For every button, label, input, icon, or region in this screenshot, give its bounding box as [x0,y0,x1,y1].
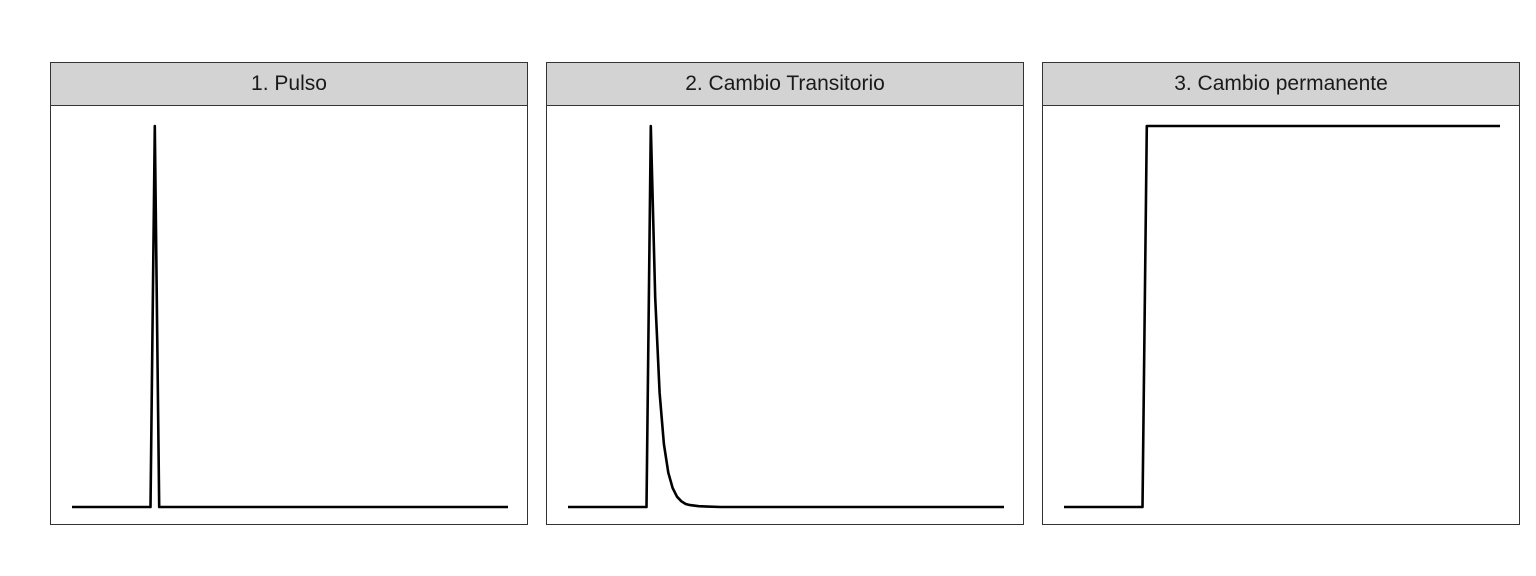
panel-title-strip: 2. Cambio Transitorio [546,62,1024,106]
plot-area [1042,105,1520,525]
plot-area [546,105,1024,525]
panel-title: 1. Pulso [251,72,327,95]
panel-title-strip: 1. Pulso [50,62,528,106]
plot-area [50,105,528,525]
panel-title: 3. Cambio permanente [1174,72,1388,95]
panel-cambio-transitorio: 2. Cambio Transitorio [546,62,1024,525]
series-line [72,124,508,509]
panel-title: 2. Cambio Transitorio [685,72,885,95]
series-line [568,124,1004,509]
permanent-change-chart [1064,124,1500,509]
panel-pulso: 1. Pulso [50,62,528,525]
panel-cambio-permanente: 3. Cambio permanente [1042,62,1520,525]
series-line [1064,124,1500,509]
transitory-change-chart [568,124,1004,509]
panel-title-strip: 3. Cambio permanente [1042,62,1520,106]
pulse-chart [72,124,508,509]
